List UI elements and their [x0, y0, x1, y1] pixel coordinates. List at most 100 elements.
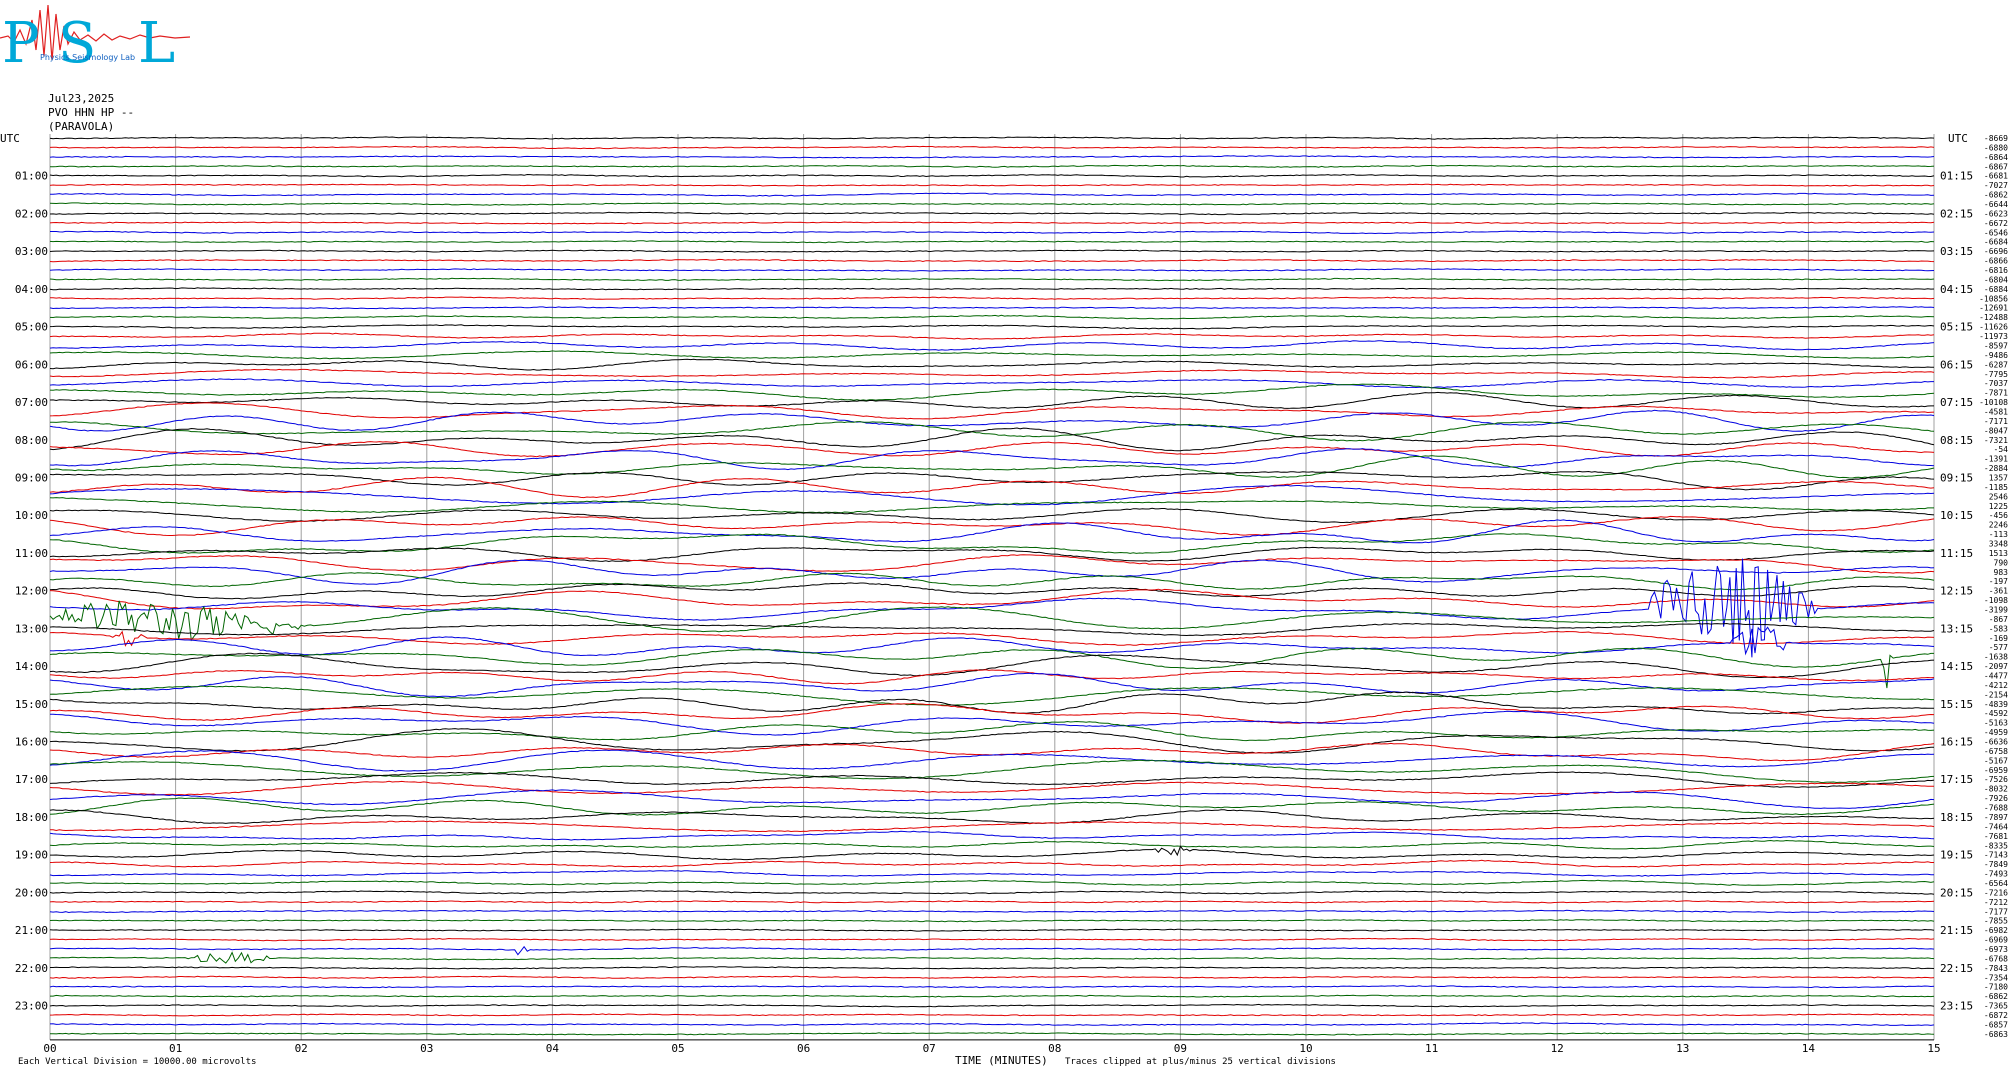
- trace-row-26: [49, 378, 1934, 389]
- trace-row-71: [49, 797, 1935, 816]
- trace-row-58: [49, 672, 1935, 698]
- x-tick-label: 08: [1048, 1042, 1061, 1055]
- trace-offset-label: 790: [1994, 558, 2009, 567]
- hour-label-right: 17:15: [1940, 773, 1973, 786]
- trace-row-18: [49, 306, 1935, 310]
- trace-row-3: [49, 164, 1935, 168]
- trace-row-55: [49, 647, 1934, 689]
- trace-row-77: [49, 859, 1934, 868]
- x-tick-label: 15: [1927, 1042, 1940, 1055]
- trace-row-76: [50, 845, 1935, 861]
- trace-row-4: [49, 173, 1935, 178]
- trace-offset-label: -1638: [1984, 653, 2008, 662]
- trace-offset-label: -6862: [1984, 191, 2008, 200]
- x-tick-label: 04: [546, 1042, 560, 1055]
- hour-label-left: 21:00: [15, 924, 48, 937]
- trace-row-1: [49, 145, 1935, 150]
- logo-trace: [0, 4, 191, 61]
- trace-row-29: [49, 402, 1935, 420]
- hour-label-left: 08:00: [15, 434, 48, 447]
- x-tick-label: 07: [923, 1042, 936, 1055]
- trace-offset-label: -6816: [1984, 266, 2008, 275]
- hour-label-right: 02:15: [1940, 207, 1973, 220]
- logo-letter-p: P: [2, 11, 40, 76]
- trace-offset-label: -6969: [1984, 936, 2008, 945]
- hour-label-left: 13:00: [15, 622, 48, 635]
- hour-label-right: 07:15: [1940, 396, 1973, 409]
- trace-offset-label: -8669: [1984, 134, 2008, 143]
- hour-label-right: 06:15: [1940, 358, 1973, 371]
- trace-offset-label: -9486: [1984, 351, 2008, 360]
- plot-date: Jul23,2025: [48, 92, 115, 105]
- trace-offset-label: -6862: [1984, 992, 2008, 1001]
- trace-offset-label: -6959: [1984, 766, 2008, 775]
- trace-offset-label: -7321: [1984, 436, 2008, 445]
- trace-offset-label: -8047: [1984, 426, 2008, 435]
- trace-offset-label: 2546: [1989, 492, 2008, 501]
- trace-offset-label: -6623: [1984, 209, 2008, 218]
- trace-row-81: [49, 900, 1935, 904]
- trace-offset-label: 2246: [1989, 521, 2008, 530]
- trace-offset-label: 1225: [1989, 502, 2008, 511]
- hour-label-right: 20:15: [1940, 886, 1973, 899]
- trace-offset-label: 1357: [1989, 473, 2008, 482]
- x-tick-label: 10: [1299, 1042, 1312, 1055]
- trace-row-48: [49, 582, 1935, 600]
- trace-offset-label: -6867: [1984, 162, 2008, 171]
- trace-offset-label: -6696: [1984, 247, 2008, 256]
- trace-row-52: [49, 622, 1935, 637]
- trace-offset-label: -7180: [1984, 983, 2008, 992]
- trace-row-22: [49, 340, 1935, 351]
- seismic-traces: [49, 136, 1935, 1036]
- minute-gridlines: [49, 134, 1935, 1041]
- hour-label-right: 16:15: [1940, 736, 1973, 749]
- trace-offset-label: -577: [1989, 643, 2008, 652]
- trace-row-90: [49, 985, 1935, 989]
- trace-row-82: [49, 909, 1935, 914]
- trace-row-50: [49, 558, 1935, 658]
- hour-label-left: 04:00: [15, 283, 48, 296]
- trace-offset-label: -6857: [1984, 1020, 2008, 1029]
- trace-offset-label: -6804: [1984, 275, 2008, 284]
- trace-offset-label: -1391: [1984, 455, 2008, 464]
- trace-row-63: [49, 720, 1935, 742]
- trace-row-46: [49, 559, 1935, 585]
- hour-label-right: 18:15: [1940, 811, 1973, 824]
- trace-offset-label: -11973: [1979, 332, 2008, 341]
- trace-row-44: [49, 546, 1935, 563]
- right-utc-title: UTC: [1948, 132, 1968, 145]
- hour-label-left: 06:00: [15, 358, 48, 371]
- trace-offset-label: -10856: [1979, 294, 2008, 303]
- trace-offset-label: -4477: [1984, 672, 2008, 681]
- trace-row-5: [49, 183, 1935, 187]
- trace-offset-label: -6982: [1984, 926, 2008, 935]
- trace-offset-label: -6644: [1984, 200, 2008, 209]
- trace-offset-label: -867: [1989, 615, 2008, 624]
- x-tick-label: 13: [1676, 1042, 1689, 1055]
- trace-row-78: [49, 870, 1934, 877]
- trace-row-38: [49, 484, 1935, 506]
- trace-row-8: [49, 211, 1935, 216]
- hour-label-left: 19:00: [15, 849, 48, 862]
- trace-row-75: [49, 839, 1935, 850]
- trace-row-41: [49, 515, 1935, 536]
- trace-row-2: [49, 155, 1935, 159]
- hour-label-left: 10:00: [15, 509, 48, 522]
- trace-offset-label: -7365: [1984, 1002, 2008, 1011]
- trace-row-51: [49, 600, 1935, 642]
- trace-row-28: [49, 391, 1934, 409]
- trace-row-20: [49, 324, 1935, 330]
- trace-row-70: [49, 789, 1935, 809]
- x-tick-label: 05: [671, 1042, 684, 1055]
- trace-offset-label: -5167: [1984, 756, 2008, 765]
- clip-note: Traces clipped at plus/minus 25 vertical…: [1065, 1057, 1336, 1067]
- trace-row-32: [49, 427, 1935, 452]
- trace-offset-label: -7795: [1984, 370, 2008, 379]
- trace-row-83: [49, 919, 1935, 923]
- trace-offset-label: -6564: [1984, 879, 2008, 888]
- x-tick-label: 14: [1802, 1042, 1816, 1055]
- trace-row-47: [49, 572, 1935, 591]
- trace-row-0: [49, 136, 1935, 140]
- trace-offset-label: 1513: [1989, 549, 2008, 558]
- hour-label-right: 01:15: [1940, 170, 1973, 183]
